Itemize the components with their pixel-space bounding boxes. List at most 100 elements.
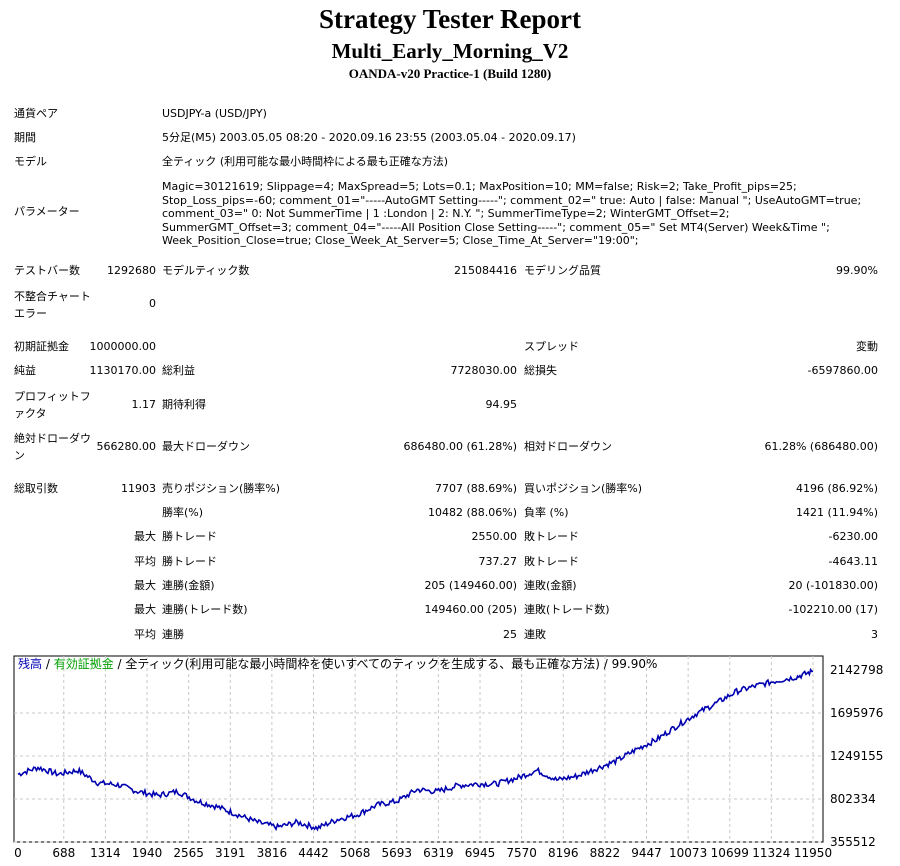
x-tick-label: 8822 [590,846,621,860]
abs-dd-value: 566280.00 [96,440,157,453]
legend-equity: 有効証拠金 [53,657,114,671]
ea-name: Multi_Early_Morning_V2 [331,39,569,63]
model-label: モデル [14,155,47,168]
y-tick-label: 802334 [830,792,876,806]
max-cons-label: 最大 [134,579,156,592]
max-cons2-label: 最大 [134,603,156,616]
long-label: 買いポジション(勝率%) [524,482,643,495]
x-tick-label: 7570 [506,846,537,860]
payoff-label: 期待利得 [162,398,206,411]
period-value: 5分足(M5) 2003.05.05 08:20 - 2020.09.16 23… [162,131,576,144]
win-value: 10482 (88.06%) [427,506,517,519]
x-tick-label: 1940 [132,846,163,860]
max-cons-loss-value: -102210.00 (17) [788,603,878,616]
mismatch-value: 0 [149,297,156,310]
spread-value: 変動 [856,340,878,353]
average-win-label: 勝トレード [162,555,217,568]
avg-cons-wins-value: 25 [503,628,517,641]
x-tick-label: 6945 [465,846,496,860]
mismatch-label: 不整合チャートエラー [14,290,91,320]
loss-value: 1421 (11.94%) [795,506,878,519]
rel-dd-label: 相対ドローダウン [524,440,612,453]
legend-description: 全ティック(利用可能な最小時間枠を使いすべてのティックを生成する、最も正確な方法… [125,657,658,671]
largest-win-value: 2550.00 [471,530,518,543]
x-tick-label: 2565 [173,846,204,860]
report-title: Strategy Tester Report [319,4,581,34]
x-tick-label: 9447 [631,846,662,860]
max-cons-losses-label: 連敗(金額) [524,579,577,592]
legend-sep-2: / [113,657,126,671]
gross-profit-label: 総利益 [162,364,195,377]
bars-label: テストバー数 [14,264,80,277]
quality-label: モデリング品質 [524,264,601,277]
short-label: 売りポジション(勝率%) [162,482,281,495]
x-tick-label: 10073 [669,846,707,860]
bars-value: 1292680 [107,264,156,277]
max-cons-wins-value: 205 (149460.00) [424,579,517,592]
legend-sep-1: / [42,657,54,671]
balance-line [17,667,814,832]
x-tick-label: 1314 [90,846,121,860]
pf-label: プロフィットファクタ [14,390,91,420]
deposit-value: 1000000.00 [89,340,156,353]
spread-label: スプレッド [524,340,579,353]
max-dd-value: 686480.00 (61.28%) [403,440,517,453]
average-win-value: 737.27 [478,555,518,568]
x-tick-label: 10699 [711,846,749,860]
y-tick-label: 1695976 [830,706,883,720]
gross-profit-value: 7728030.00 [450,364,517,377]
plot-frame [13,655,824,843]
x-tick-label: 688 [52,846,75,860]
payoff-value: 94.95 [485,398,518,411]
largest-loss-value: -6230.00 [828,530,878,543]
average-label: 平均 [134,555,156,568]
loss-label: 負率 (%) [524,506,569,519]
chart-legend: 残高 / 有効証拠金 / 全ティック(利用可能な最小時間枠を使いすべてのティック… [18,656,657,672]
avg-cons-losses-label: 連敗 [524,628,546,641]
symbol-value: USDJPY-a (USD/JPY) [162,107,267,120]
symbol-label: 通貨ペア [14,107,58,120]
x-tick-label: 5693 [381,846,412,860]
long-value: 4196 (86.92%) [795,482,878,495]
params-value: Magic=30121619; Slippage=4; MaxSpread=5;… [162,180,862,247]
max-cons-losses-value: 20 (-101830.00) [788,579,878,592]
x-tick-label: 5068 [340,846,371,860]
win-label: 勝率(%) [162,506,204,519]
x-tick-label: 3816 [257,846,288,860]
x-tick-label: 4442 [298,846,329,860]
gross-loss-value: -6597860.00 [807,364,878,377]
ticks-label: モデルティック数 [162,264,250,277]
max-cons-profit-label: 連勝(トレード数) [162,603,248,616]
avg-cons-wins-label: 連勝 [162,628,184,641]
balance-chart: 2142798 1695976 1249155 802334 355512 0 688 131… [13,655,883,860]
x-tick-label: 11324 [752,846,790,860]
gross-loss-label: 総損失 [524,364,557,377]
total-label: 総取引数 [14,482,58,495]
total-value: 11903 [121,482,156,495]
x-tick-label: 0 [14,846,22,860]
pf-value: 1.17 [131,398,157,411]
net-value: 1130170.00 [89,364,156,377]
y-tick-label: 355512 [830,835,876,849]
abs-dd-label: 絶対ドローダウン [14,432,91,462]
x-tick-label: 3191 [215,846,246,860]
x-tick-label: 11950 [794,846,832,860]
short-value: 7707 (88.69%) [434,482,517,495]
deposit-label: 初期証拠金 [14,340,69,353]
x-tick-label: 6319 [423,846,454,860]
quality-value: 99.90% [836,264,878,277]
y-tick-label: 1249155 [830,749,883,763]
y-tick-label: 2142798 [830,663,883,677]
rel-dd-value: 61.28% (686480.00) [764,440,878,453]
avg-cons-label: 平均 [134,628,156,641]
model-value: 全ティック (利用可能な最小時間枠による最も正確な方法) [162,155,449,168]
average-loss-label: 敗トレード [524,555,579,568]
largest-loss-label: 敗トレード [524,530,579,543]
max-cons-wins-label: 連勝(金額) [162,579,215,592]
period-label: 期間 [14,131,36,144]
ticks-value: 215084416 [454,264,517,277]
largest-label: 最大 [134,530,156,543]
server-name: OANDA-v20 Practice-1 (Build 1280) [348,66,552,81]
average-loss-value: -4643.11 [828,555,878,568]
max-cons-loss-label: 連敗(トレード数) [524,603,610,616]
